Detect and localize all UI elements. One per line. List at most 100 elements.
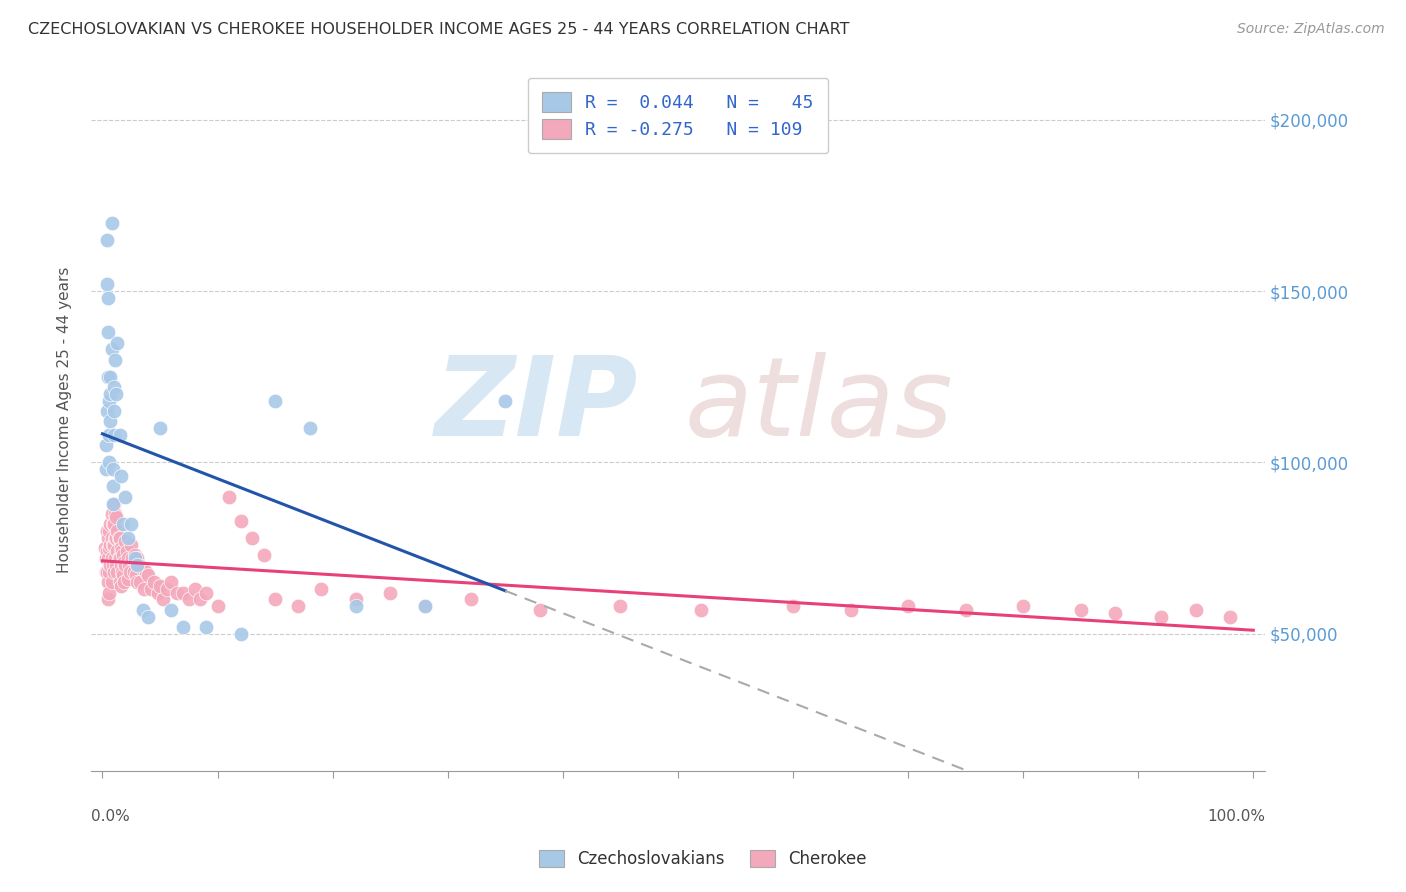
Point <box>104 551 127 566</box>
Point <box>1104 606 1126 620</box>
Point <box>96 233 118 247</box>
Point <box>100 517 122 532</box>
Point <box>413 599 436 614</box>
Point <box>1012 599 1035 614</box>
Point <box>344 599 367 614</box>
Point <box>107 531 129 545</box>
Point <box>117 572 139 586</box>
Point <box>97 592 120 607</box>
Point <box>264 393 287 408</box>
Point <box>124 551 146 566</box>
Point <box>101 538 124 552</box>
Point <box>125 551 148 566</box>
Point <box>378 585 401 599</box>
Point <box>149 421 172 435</box>
Point <box>100 575 122 590</box>
Point <box>97 369 120 384</box>
Point <box>122 565 145 579</box>
Point <box>103 380 125 394</box>
Point <box>105 524 128 538</box>
Legend: Czechoslovakians, Cherokee: Czechoslovakians, Cherokee <box>533 843 873 875</box>
Point <box>98 565 121 579</box>
Point <box>105 531 128 545</box>
Point <box>125 568 148 582</box>
Point <box>149 579 172 593</box>
Point <box>101 496 124 510</box>
Point <box>94 438 117 452</box>
Point <box>132 561 155 575</box>
Point <box>110 469 132 483</box>
Point <box>114 490 136 504</box>
Point <box>609 599 631 614</box>
Point <box>100 531 122 545</box>
Point <box>114 534 136 549</box>
Point <box>494 393 516 408</box>
Point <box>93 541 115 555</box>
Text: 100.0%: 100.0% <box>1206 809 1265 824</box>
Point <box>160 575 183 590</box>
Text: atlas: atlas <box>685 352 953 459</box>
Point <box>128 558 150 573</box>
Point <box>344 592 367 607</box>
Point <box>229 626 252 640</box>
Point <box>166 585 188 599</box>
Point <box>1150 609 1173 624</box>
Point <box>690 603 713 617</box>
Point <box>114 558 136 573</box>
Point <box>143 575 166 590</box>
Point <box>124 548 146 562</box>
Point <box>100 414 122 428</box>
Point <box>103 538 125 552</box>
Point <box>121 551 143 566</box>
Point <box>104 507 127 521</box>
Point <box>98 524 121 538</box>
Point <box>108 575 131 590</box>
Point <box>100 507 122 521</box>
Point <box>207 599 229 614</box>
Point <box>955 603 977 617</box>
Point <box>782 599 804 614</box>
Point <box>111 565 134 579</box>
Point <box>100 558 122 573</box>
Point <box>172 620 194 634</box>
Point <box>112 517 135 532</box>
Point <box>839 603 862 617</box>
Point <box>97 291 120 305</box>
Point <box>156 582 179 596</box>
Point <box>97 325 120 339</box>
Point <box>110 558 132 573</box>
Text: 0.0%: 0.0% <box>91 809 129 824</box>
Point <box>108 531 131 545</box>
Y-axis label: Householder Income Ages 25 - 44 years: Householder Income Ages 25 - 44 years <box>58 267 72 573</box>
Point <box>101 558 124 573</box>
Point <box>100 216 122 230</box>
Point <box>94 565 117 579</box>
Point <box>135 565 157 579</box>
Point <box>100 551 122 566</box>
Point <box>117 551 139 566</box>
Point <box>105 565 128 579</box>
Legend: R =  0.044   N =   45, R = -0.275   N = 109: R = 0.044 N = 45, R = -0.275 N = 109 <box>527 78 828 153</box>
Point <box>110 541 132 555</box>
Point <box>229 514 252 528</box>
Point <box>103 428 125 442</box>
Point <box>97 575 120 590</box>
Point <box>188 592 211 607</box>
Point <box>138 568 160 582</box>
Point <box>107 551 129 566</box>
Point <box>298 421 321 435</box>
Point <box>100 343 122 357</box>
Point <box>118 558 141 573</box>
Point <box>160 603 183 617</box>
Point <box>132 582 155 596</box>
Point <box>172 585 194 599</box>
Point <box>100 387 122 401</box>
Point <box>98 541 121 555</box>
Point <box>94 551 117 566</box>
Point <box>103 565 125 579</box>
Point <box>309 582 332 596</box>
Point <box>97 531 120 545</box>
Text: CZECHOSLOVAKIAN VS CHEROKEE HOUSEHOLDER INCOME AGES 25 - 44 YEARS CORRELATION CH: CZECHOSLOVAKIAN VS CHEROKEE HOUSEHOLDER … <box>28 22 849 37</box>
Point <box>413 599 436 614</box>
Point <box>100 369 122 384</box>
